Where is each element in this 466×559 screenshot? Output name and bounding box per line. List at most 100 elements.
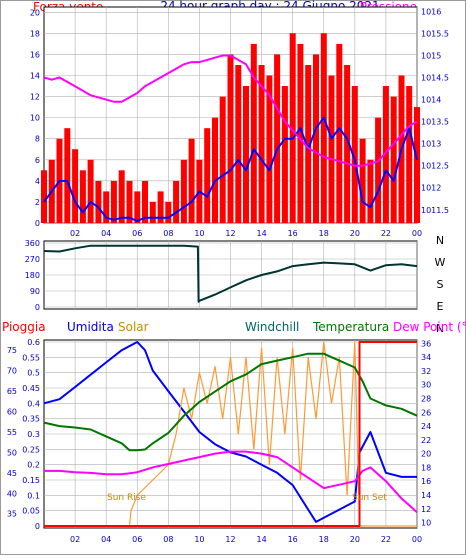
hour-tick-label: 14 bbox=[256, 229, 266, 238]
wind-gust-bar bbox=[390, 96, 397, 223]
wind-gust-bar bbox=[118, 170, 125, 223]
pressure-tick-label: 1013.5 bbox=[421, 118, 449, 127]
pressure-tick-label: 1011.5 bbox=[421, 206, 449, 215]
temperature-tick-label: 14 bbox=[421, 491, 431, 500]
pressure-tick-label: 1014.5 bbox=[421, 74, 449, 83]
rain-tick-label: 0.5 bbox=[27, 369, 40, 378]
pressure-tick-label: 1014 bbox=[421, 96, 441, 105]
humidity-title: Umidita bbox=[67, 320, 114, 334]
humidity-tick-label: 45 bbox=[7, 469, 17, 478]
wind-gust-bar bbox=[406, 86, 413, 223]
wind-gust-bar bbox=[41, 170, 47, 223]
rain-tick-label: 0.55 bbox=[22, 353, 40, 362]
direction-tick-label: 180 bbox=[25, 271, 40, 280]
sunrise-label: Sun Rise bbox=[107, 493, 146, 503]
main-plot-grid bbox=[44, 340, 418, 528]
hour-tick-label: 18 bbox=[319, 229, 329, 238]
wind-tick-label: 8 bbox=[35, 135, 40, 144]
temperature-tick-label: 24 bbox=[421, 422, 431, 431]
wind-gust-bar bbox=[258, 65, 265, 223]
hour-tick-label: 22 bbox=[381, 229, 391, 238]
solar-line bbox=[44, 341, 417, 527]
wind-direction-series bbox=[43, 244, 418, 303]
temperature-tick-label: 12 bbox=[421, 505, 431, 514]
wind-gust-bar bbox=[79, 170, 86, 223]
pressure-tick-label: 1015.5 bbox=[421, 29, 449, 38]
hour-tick-label: 12 bbox=[225, 535, 235, 544]
rain-tick-label: 0.2 bbox=[27, 461, 40, 470]
temperature-tick-label: 18 bbox=[421, 463, 431, 472]
wind-tick-label: 6 bbox=[35, 156, 40, 165]
wind-gust-bar bbox=[235, 65, 242, 223]
wind-average-line bbox=[43, 116, 418, 222]
dewpoint-title: Dew Point (°C) bbox=[393, 320, 466, 334]
wind-gust-bar bbox=[250, 43, 257, 224]
rain-tick-label: 0.15 bbox=[22, 476, 40, 485]
temperature-tick-label: 28 bbox=[421, 395, 431, 404]
compass-label: W bbox=[435, 256, 446, 269]
wind-gust-bar bbox=[297, 43, 304, 224]
temperature-axis: 10 12 14 16 18 20 22 24 26 28 30 32 34 36 bbox=[421, 339, 431, 527]
hour-tick-label: 20 bbox=[350, 229, 360, 238]
humidity-tick-label: 55 bbox=[7, 428, 17, 437]
wind-gust-bar bbox=[72, 149, 79, 223]
wind-pressure-series bbox=[41, 33, 420, 224]
wind-gust-bar bbox=[165, 201, 172, 223]
wind-gust-bar bbox=[103, 191, 110, 223]
pressure-line bbox=[43, 54, 418, 167]
direction-tick-label: 360 bbox=[25, 239, 40, 248]
wind-tick-label: 18 bbox=[30, 29, 40, 38]
humidity-tick-label: 75 bbox=[7, 346, 17, 355]
wind-tick-label: 10 bbox=[30, 114, 40, 123]
wind-tick-label: 12 bbox=[30, 93, 40, 102]
wind-gust-bar bbox=[180, 159, 187, 223]
wind-gust-bar bbox=[134, 191, 141, 223]
temperatura-line bbox=[43, 352, 418, 452]
hour-tick-label: 12 bbox=[225, 229, 235, 238]
temperature-tick-label: 32 bbox=[421, 367, 431, 376]
wind-tick-label: 16 bbox=[30, 50, 40, 59]
pressure-tick-label: 1012.5 bbox=[421, 162, 449, 171]
humidity-tick-label: 60 bbox=[7, 408, 17, 417]
compass-label: S bbox=[437, 278, 444, 291]
pressure-tick-label: 1012 bbox=[421, 184, 441, 193]
wind-gust-bar bbox=[142, 180, 148, 223]
wind-gust-bar bbox=[219, 96, 226, 223]
wind-gust-bar bbox=[367, 159, 374, 223]
rain-title: Pioggia bbox=[2, 320, 46, 334]
wind-gust-bar bbox=[274, 54, 281, 224]
direction-tick-label: 270 bbox=[25, 255, 40, 264]
wind-gust-bar bbox=[64, 128, 71, 223]
pressure-tick-label: 1013 bbox=[421, 140, 441, 149]
humidity-tick-label: 70 bbox=[7, 367, 17, 376]
compass-label: E bbox=[437, 300, 444, 313]
hour-tick-label: 08 bbox=[163, 229, 173, 238]
dew-point-line bbox=[44, 450, 418, 513]
wind-gust-bar bbox=[281, 86, 288, 223]
wind-gust-bar bbox=[289, 33, 296, 223]
temperature-tick-label: 22 bbox=[421, 436, 431, 445]
hour-tick-label: 02 bbox=[70, 229, 80, 238]
wind-tick-label: 14 bbox=[30, 72, 40, 81]
hour-tick-label: 08 bbox=[163, 535, 173, 544]
hour-tick-label: 06 bbox=[132, 535, 142, 544]
direction-tick-label: 90 bbox=[30, 287, 40, 296]
wind-gust-bar bbox=[212, 117, 218, 223]
wind-gust-bar bbox=[313, 54, 319, 224]
hour-tick-label: 00 bbox=[412, 229, 422, 238]
rain-tick-label: 0.6 bbox=[27, 338, 40, 347]
hour-tick-label: 02 bbox=[70, 535, 80, 544]
compass-label: N bbox=[436, 322, 444, 335]
hour-tick-label: 18 bbox=[319, 535, 329, 544]
wind-gust-bar bbox=[173, 180, 180, 223]
windchill-title: Windchill bbox=[245, 320, 299, 334]
wind-gust-bar bbox=[266, 75, 273, 223]
wind-gust-bar bbox=[126, 180, 133, 223]
wind-gust-bar bbox=[414, 107, 420, 223]
wind-gust-bar bbox=[243, 86, 249, 223]
temperature-tick-label: 10 bbox=[421, 519, 431, 528]
rain-tick-label: 0.35 bbox=[22, 415, 40, 424]
